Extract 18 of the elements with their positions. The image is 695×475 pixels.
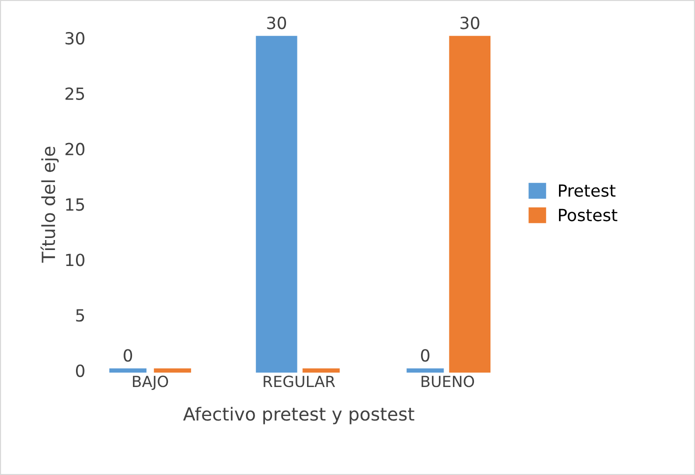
data-label: 30 bbox=[267, 16, 286, 30]
legend-label: Pretest bbox=[558, 184, 616, 197]
y-tick-label: 0 bbox=[76, 364, 84, 378]
y-tick-label: 20 bbox=[66, 142, 84, 156]
x-tick-label: BAJO bbox=[132, 376, 168, 390]
x-tick-label: BUENO bbox=[422, 376, 474, 388]
data-label: 0 bbox=[421, 349, 430, 362]
y-tick-label: 5 bbox=[76, 309, 84, 322]
legend-label: Postest bbox=[558, 208, 618, 222]
x-tick-label: REGULAR bbox=[264, 376, 336, 388]
y-tick-label: 25 bbox=[66, 87, 84, 100]
data-label: 30 bbox=[460, 16, 480, 30]
y-tick-label: 15 bbox=[66, 198, 84, 211]
y-tick-label: 10 bbox=[66, 254, 84, 266]
x-axis-title: Afectivo pretest y postest bbox=[183, 406, 414, 424]
y-axis-title: Título del eje bbox=[40, 146, 59, 263]
y-tick-label: 30 bbox=[66, 32, 84, 45]
data-label: 0 bbox=[124, 349, 132, 362]
